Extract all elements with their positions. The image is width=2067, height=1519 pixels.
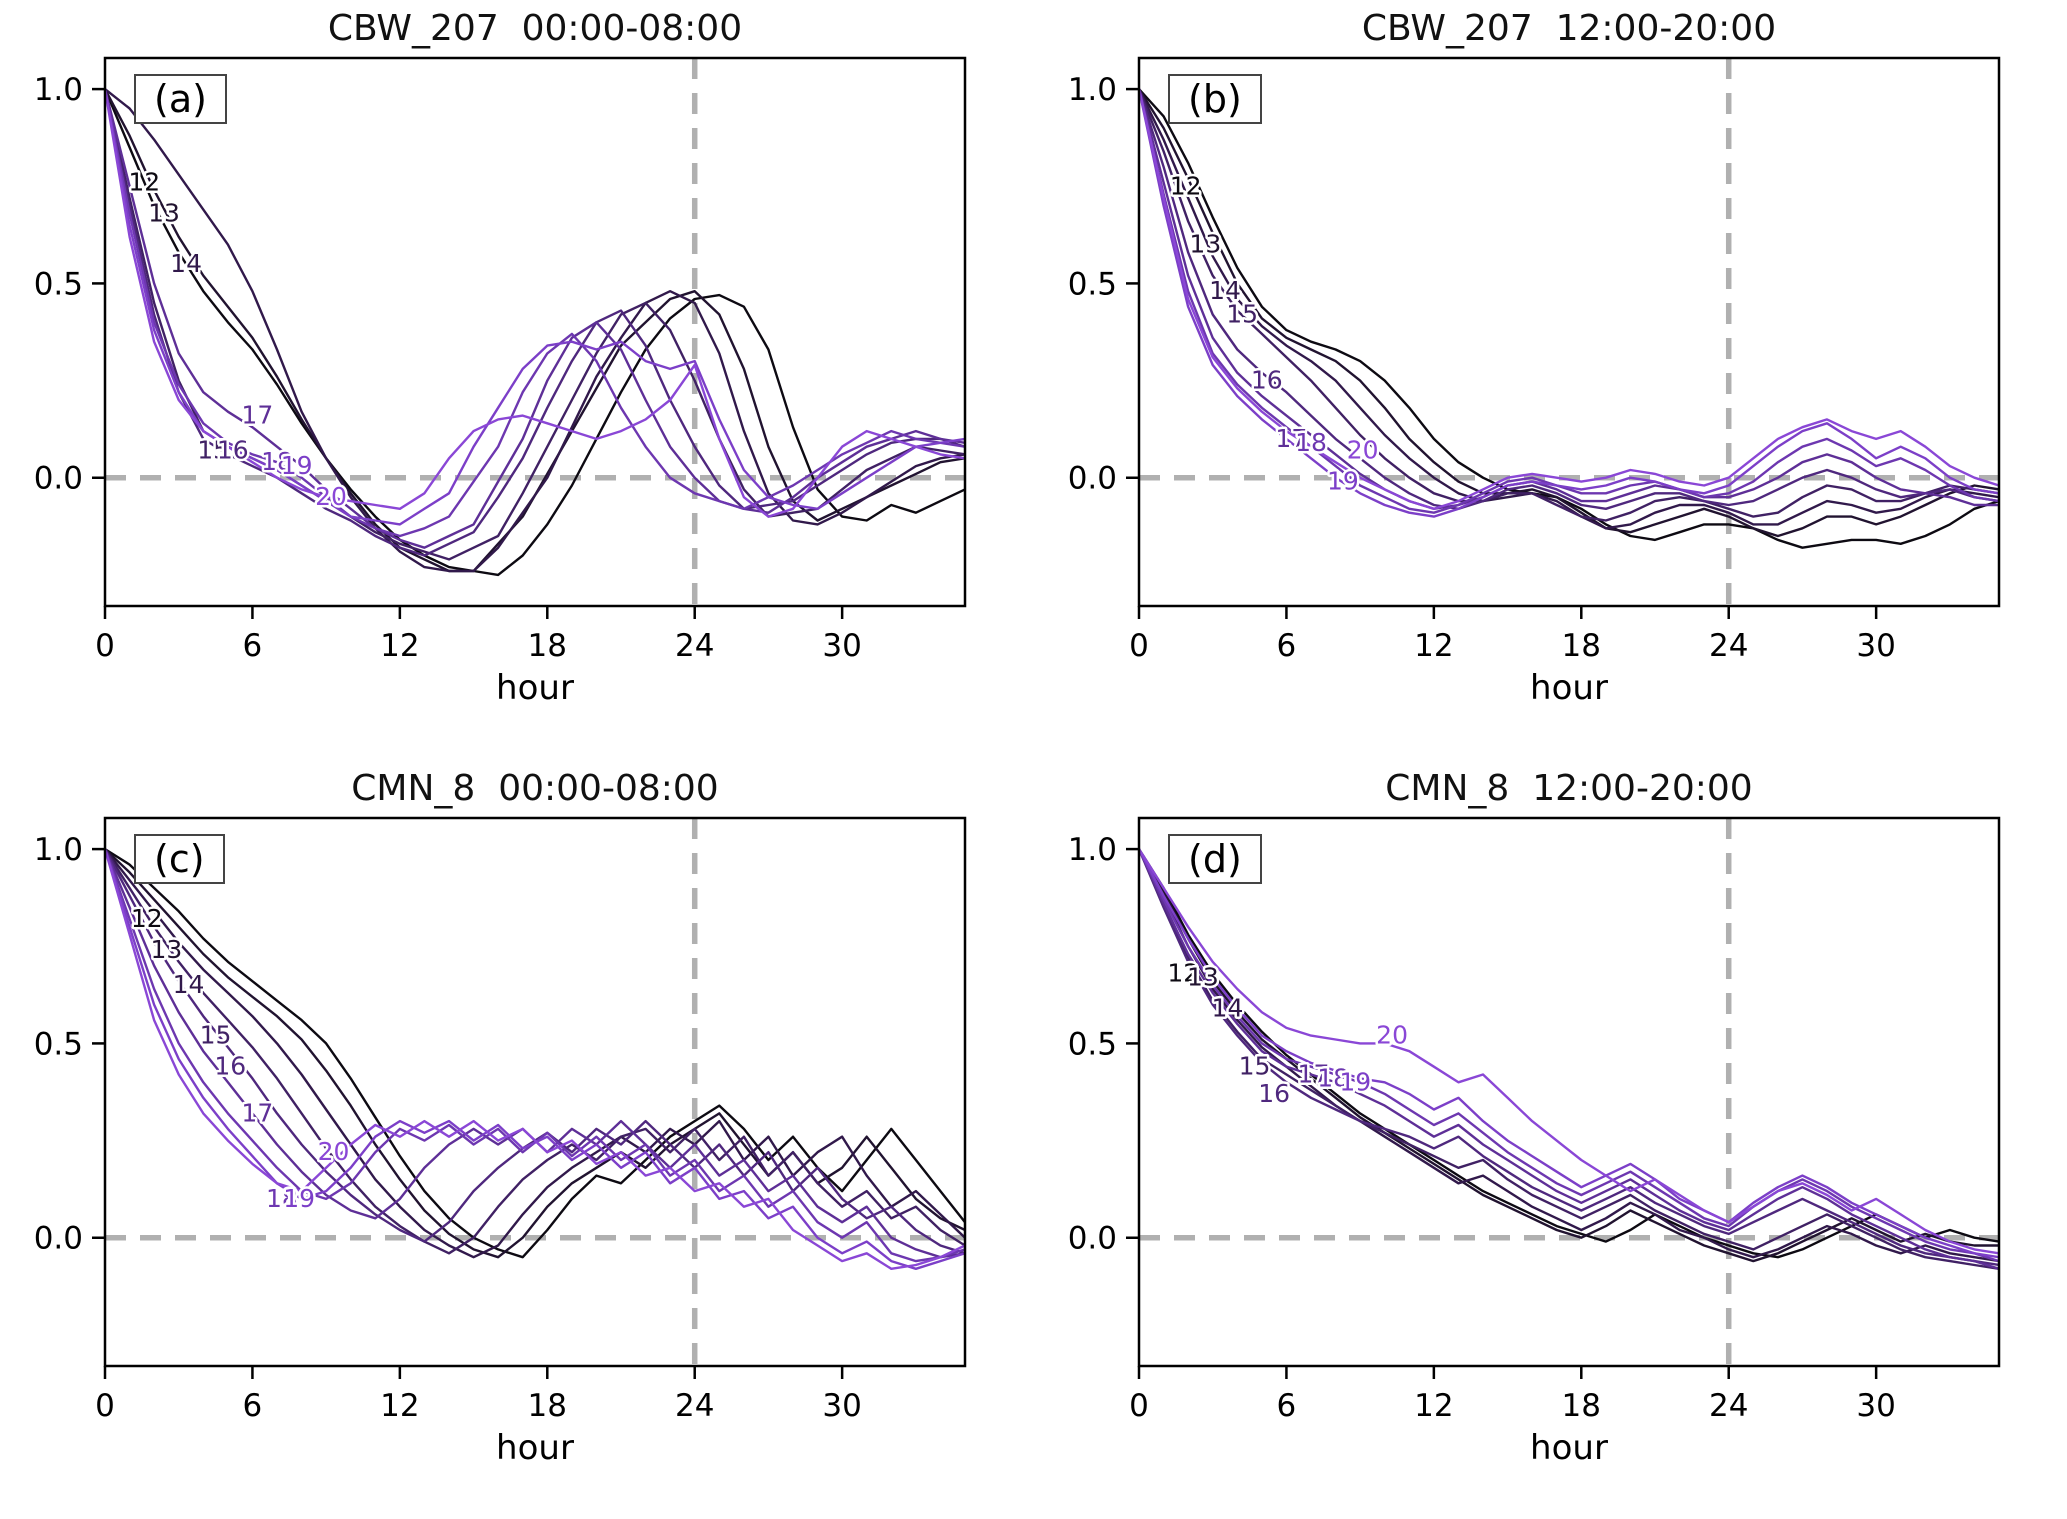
svg-text:18: 18 xyxy=(528,1388,567,1424)
svg-text:19: 19 xyxy=(1339,1067,1371,1096)
subplot-d: CMN_8 12:00-20:00 (d) 0 6 12 18 24 30 0.0 0.5 1.… xyxy=(1034,760,2067,1519)
svg-text:6: 6 xyxy=(1277,628,1297,664)
svg-text:20: 20 xyxy=(318,1137,350,1166)
subplot-b-title: CBW_207 12:00-20:00 xyxy=(1361,8,1777,49)
svg-text:18: 18 xyxy=(1317,1063,1349,1092)
subplot-c-title: CMN_8 00:00-08:00 xyxy=(351,768,719,809)
svg-text:12: 12 xyxy=(1167,958,1199,987)
svg-text:17: 17 xyxy=(241,1098,273,1127)
svg-text:15: 15 xyxy=(197,436,229,465)
svg-text:0.0: 0.0 xyxy=(1068,1221,1117,1257)
svg-text:24: 24 xyxy=(1709,628,1748,664)
svg-text:1.0: 1.0 xyxy=(34,72,83,108)
svg-text:0: 0 xyxy=(95,1388,115,1424)
svg-text:19: 19 xyxy=(1327,467,1359,496)
svg-text:13: 13 xyxy=(151,935,183,964)
svg-text:6: 6 xyxy=(243,1388,263,1424)
svg-text:12: 12 xyxy=(1414,1388,1453,1424)
svg-text:12: 12 xyxy=(380,628,419,664)
svg-text:24: 24 xyxy=(1709,1388,1748,1424)
svg-text:1.0: 1.0 xyxy=(1068,72,1117,108)
svg-text:17: 17 xyxy=(1275,424,1307,453)
subplot-d-x-axis-label: hour xyxy=(1530,1428,1608,1468)
svg-text:15: 15 xyxy=(1226,300,1258,329)
svg-text:30: 30 xyxy=(822,1388,861,1424)
svg-text:16: 16 xyxy=(214,1052,246,1081)
svg-text:6: 6 xyxy=(1277,1388,1297,1424)
svg-text:14: 14 xyxy=(170,249,202,278)
svg-text:20: 20 xyxy=(315,482,347,511)
svg-text:0.0: 0.0 xyxy=(1068,461,1117,497)
subplot-b-x-axis-label: hour xyxy=(1530,668,1608,708)
svg-text:16: 16 xyxy=(217,436,249,465)
svg-text:18: 18 xyxy=(261,447,293,476)
subplot-c: CMN_8 00:00-08:00 (c) 0 6 12 18 24 30 0.0 0.5 1.… xyxy=(0,760,1033,1519)
subplot-b: CBW_207 12:00-20:00 (b) 0 6 12 18 24 30 0.0 0.5… xyxy=(1034,0,2067,759)
svg-text:15: 15 xyxy=(200,1021,232,1050)
svg-text:24: 24 xyxy=(675,1388,714,1424)
svg-text:12: 12 xyxy=(380,1388,419,1424)
svg-text:20: 20 xyxy=(1376,1021,1408,1050)
svg-text:18: 18 xyxy=(1562,628,1601,664)
svg-text:24: 24 xyxy=(675,628,714,664)
svg-text:0.5: 0.5 xyxy=(1068,266,1117,302)
svg-text:13: 13 xyxy=(148,198,180,227)
subplot-a: CBW_207 00:00-08:00 (a) 0 6 12 18 24 30 0.0 0.5… xyxy=(0,0,1033,759)
svg-text:0: 0 xyxy=(1129,628,1149,664)
svg-text:0.5: 0.5 xyxy=(34,1026,83,1062)
svg-text:14: 14 xyxy=(173,970,205,999)
svg-text:12: 12 xyxy=(1414,628,1453,664)
svg-text:14: 14 xyxy=(1209,276,1241,305)
svg-text:16: 16 xyxy=(1258,1079,1290,1108)
svg-text:12: 12 xyxy=(1170,171,1202,200)
subplot-a-title: CBW_207 00:00-08:00 xyxy=(327,8,743,49)
svg-text:19: 19 xyxy=(281,451,313,480)
subplot-a-letter: (a) xyxy=(134,74,227,124)
svg-text:19: 19 xyxy=(283,1184,315,1213)
svg-text:17: 17 xyxy=(241,401,273,430)
svg-text:20: 20 xyxy=(1347,436,1379,465)
svg-text:13: 13 xyxy=(1187,962,1219,991)
subplot-d-letter: (d) xyxy=(1168,834,1262,884)
svg-text:30: 30 xyxy=(822,628,861,664)
svg-text:18: 18 xyxy=(528,628,567,664)
subplot-c-x-axis-label: hour xyxy=(496,1428,574,1468)
subplot-c-letter: (c) xyxy=(134,834,225,884)
svg-text:0.5: 0.5 xyxy=(34,266,83,302)
svg-text:14: 14 xyxy=(1212,993,1244,1022)
svg-text:18: 18 xyxy=(1562,1388,1601,1424)
svg-text:0.5: 0.5 xyxy=(1068,1026,1117,1062)
svg-text:18: 18 xyxy=(266,1184,298,1213)
svg-text:1.0: 1.0 xyxy=(34,832,83,868)
svg-text:6: 6 xyxy=(243,628,263,664)
svg-text:0: 0 xyxy=(1129,1388,1149,1424)
svg-text:12: 12 xyxy=(128,167,160,196)
subplot-b-letter: (b) xyxy=(1168,74,1262,124)
svg-text:17: 17 xyxy=(1298,1060,1330,1089)
svg-text:16: 16 xyxy=(1251,366,1283,395)
svg-text:0.0: 0.0 xyxy=(34,461,83,497)
subplot-d-title: CMN_8 12:00-20:00 xyxy=(1385,768,1753,809)
svg-text:15: 15 xyxy=(1239,1052,1271,1081)
subplot-a-x-axis-label: hour xyxy=(496,668,574,708)
svg-text:30: 30 xyxy=(1856,1388,1895,1424)
svg-text:1.0: 1.0 xyxy=(1068,832,1117,868)
svg-text:0.0: 0.0 xyxy=(34,1221,83,1257)
svg-text:0: 0 xyxy=(95,628,115,664)
svg-text:18: 18 xyxy=(1295,428,1327,457)
svg-text:12: 12 xyxy=(131,904,163,933)
svg-text:30: 30 xyxy=(1856,628,1895,664)
svg-text:13: 13 xyxy=(1189,230,1221,259)
